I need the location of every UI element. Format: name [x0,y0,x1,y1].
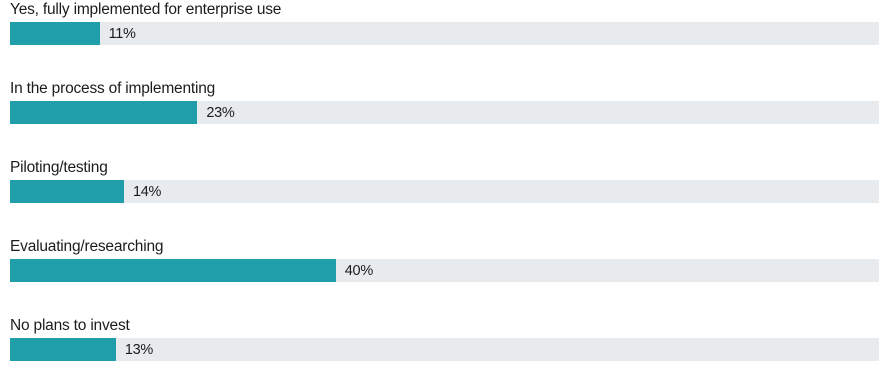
bar-track [10,101,879,124]
category-label: Evaluating/researching [10,238,164,255]
bar-track [10,259,879,282]
category-label: No plans to invest [10,317,130,334]
bar [10,101,198,124]
value-label: 14% [133,184,162,200]
bar [10,180,125,203]
value-label: 23% [206,105,235,121]
bar-track [10,22,879,45]
value-label: 11% [108,26,136,42]
bar-track [10,338,879,361]
category-label: In the process of implementing [10,80,216,97]
value-label: 13% [124,342,153,358]
bar-track [10,180,879,203]
category-label: Yes, fully implemented for enterprise us… [10,1,282,18]
bar [10,338,116,361]
bar [10,22,100,45]
bar [10,259,336,282]
value-label: 40% [344,263,373,279]
category-label: Piloting/testing [10,159,108,176]
